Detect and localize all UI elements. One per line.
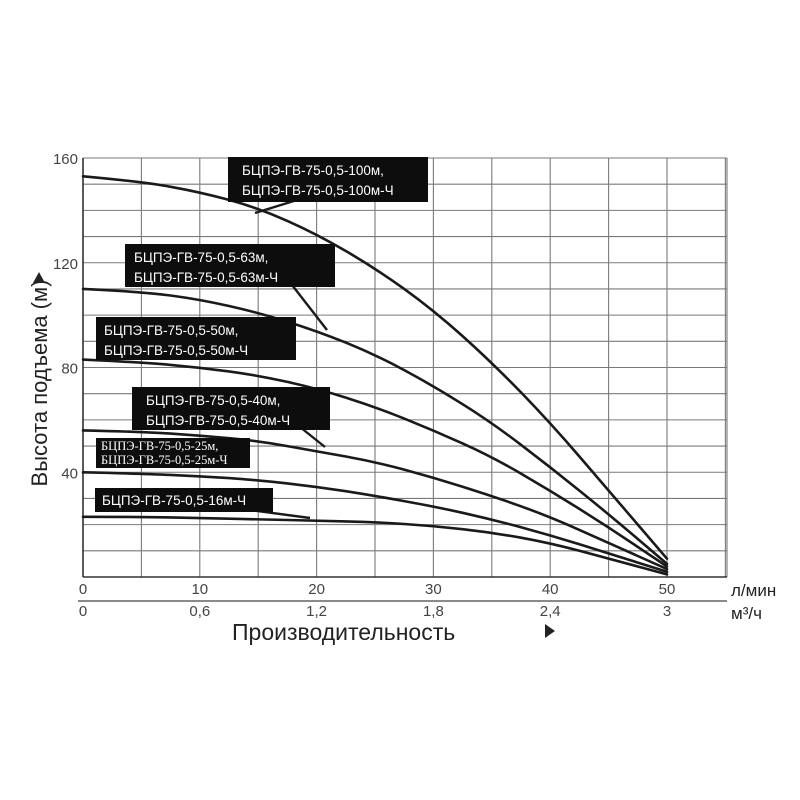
series-label-box-1 <box>125 244 335 287</box>
series-line-0 <box>81 175 669 560</box>
series-line-3 <box>81 429 669 571</box>
series-label-box-0 <box>228 157 428 202</box>
y-tick-label: 120 <box>53 256 78 273</box>
x2-tick-label: 0 <box>79 603 87 620</box>
callout-leader-1 <box>291 284 328 331</box>
x2-tick-label: 3 <box>663 603 671 620</box>
x-tick-label: 0 <box>79 581 87 598</box>
x-axis-arrow-icon <box>545 624 555 638</box>
x-tick-label: 10 <box>191 581 208 598</box>
series-label-box-2 <box>96 317 296 360</box>
series-label-text: БЦПЭ-ГВ-75-0,5-25м, <box>101 439 218 453</box>
x-unit-label: л/мин <box>731 581 776 600</box>
series-label-box-4 <box>96 438 250 468</box>
series-label-box-5 <box>95 488 273 512</box>
x-tick-label: 30 <box>425 581 442 598</box>
y-tick-label: 160 <box>53 151 78 168</box>
series-label-text: БЦПЭ-ГВ-75-0,5-100м-Ч <box>242 183 394 198</box>
series-line-4 <box>81 471 669 574</box>
series-label-text: БЦПЭ-ГВ-75-0,5-63м-Ч <box>134 270 278 285</box>
x2-tick-label: 2,4 <box>540 603 561 620</box>
x-axis-title: Производительность <box>232 619 455 645</box>
x2-unit-label: м³/ч <box>731 604 762 623</box>
x-tick-label: 40 <box>542 581 559 598</box>
series-label-text: БЦПЭ-ГВ-75-0,5-40м-Ч <box>146 413 290 428</box>
series-line-2 <box>81 358 669 568</box>
y-tick-label: 80 <box>61 361 78 378</box>
x-tick-label: 20 <box>308 581 325 598</box>
series-label-text: БЦПЭ-ГВ-75-0,5-50м-Ч <box>104 343 248 358</box>
series-line-1 <box>81 287 669 566</box>
series-label-text: БЦПЭ-ГВ-75-0,5-40м, <box>146 393 280 408</box>
y-tick-label: 40 <box>61 465 78 482</box>
series-label-box-3 <box>132 387 330 430</box>
x2-tick-label: 1,2 <box>306 603 327 620</box>
x2-tick-label: 0,6 <box>189 603 210 620</box>
callout-leader-3 <box>299 426 326 448</box>
y-axis-arrow-icon <box>33 272 45 283</box>
series-label-text: БЦПЭ-ГВ-75-0,5-63м, <box>134 250 268 265</box>
x-tick-label: 50 <box>659 581 676 598</box>
x2-tick-label: 1,8 <box>423 603 444 620</box>
series-line-5 <box>81 515 669 576</box>
series-label-text: БЦПЭ-ГВ-75-0,5-16м-Ч <box>102 493 246 508</box>
series-label-text: БЦПЭ-ГВ-75-0,5-25м-Ч <box>101 453 228 467</box>
series-label-text: БЦПЭ-ГВ-75-0,5-50м, <box>104 323 238 338</box>
y-axis-title: Высота подъема (м) <box>27 280 52 487</box>
series-label-text: БЦПЭ-ГВ-75-0,5-100м, <box>242 163 384 178</box>
